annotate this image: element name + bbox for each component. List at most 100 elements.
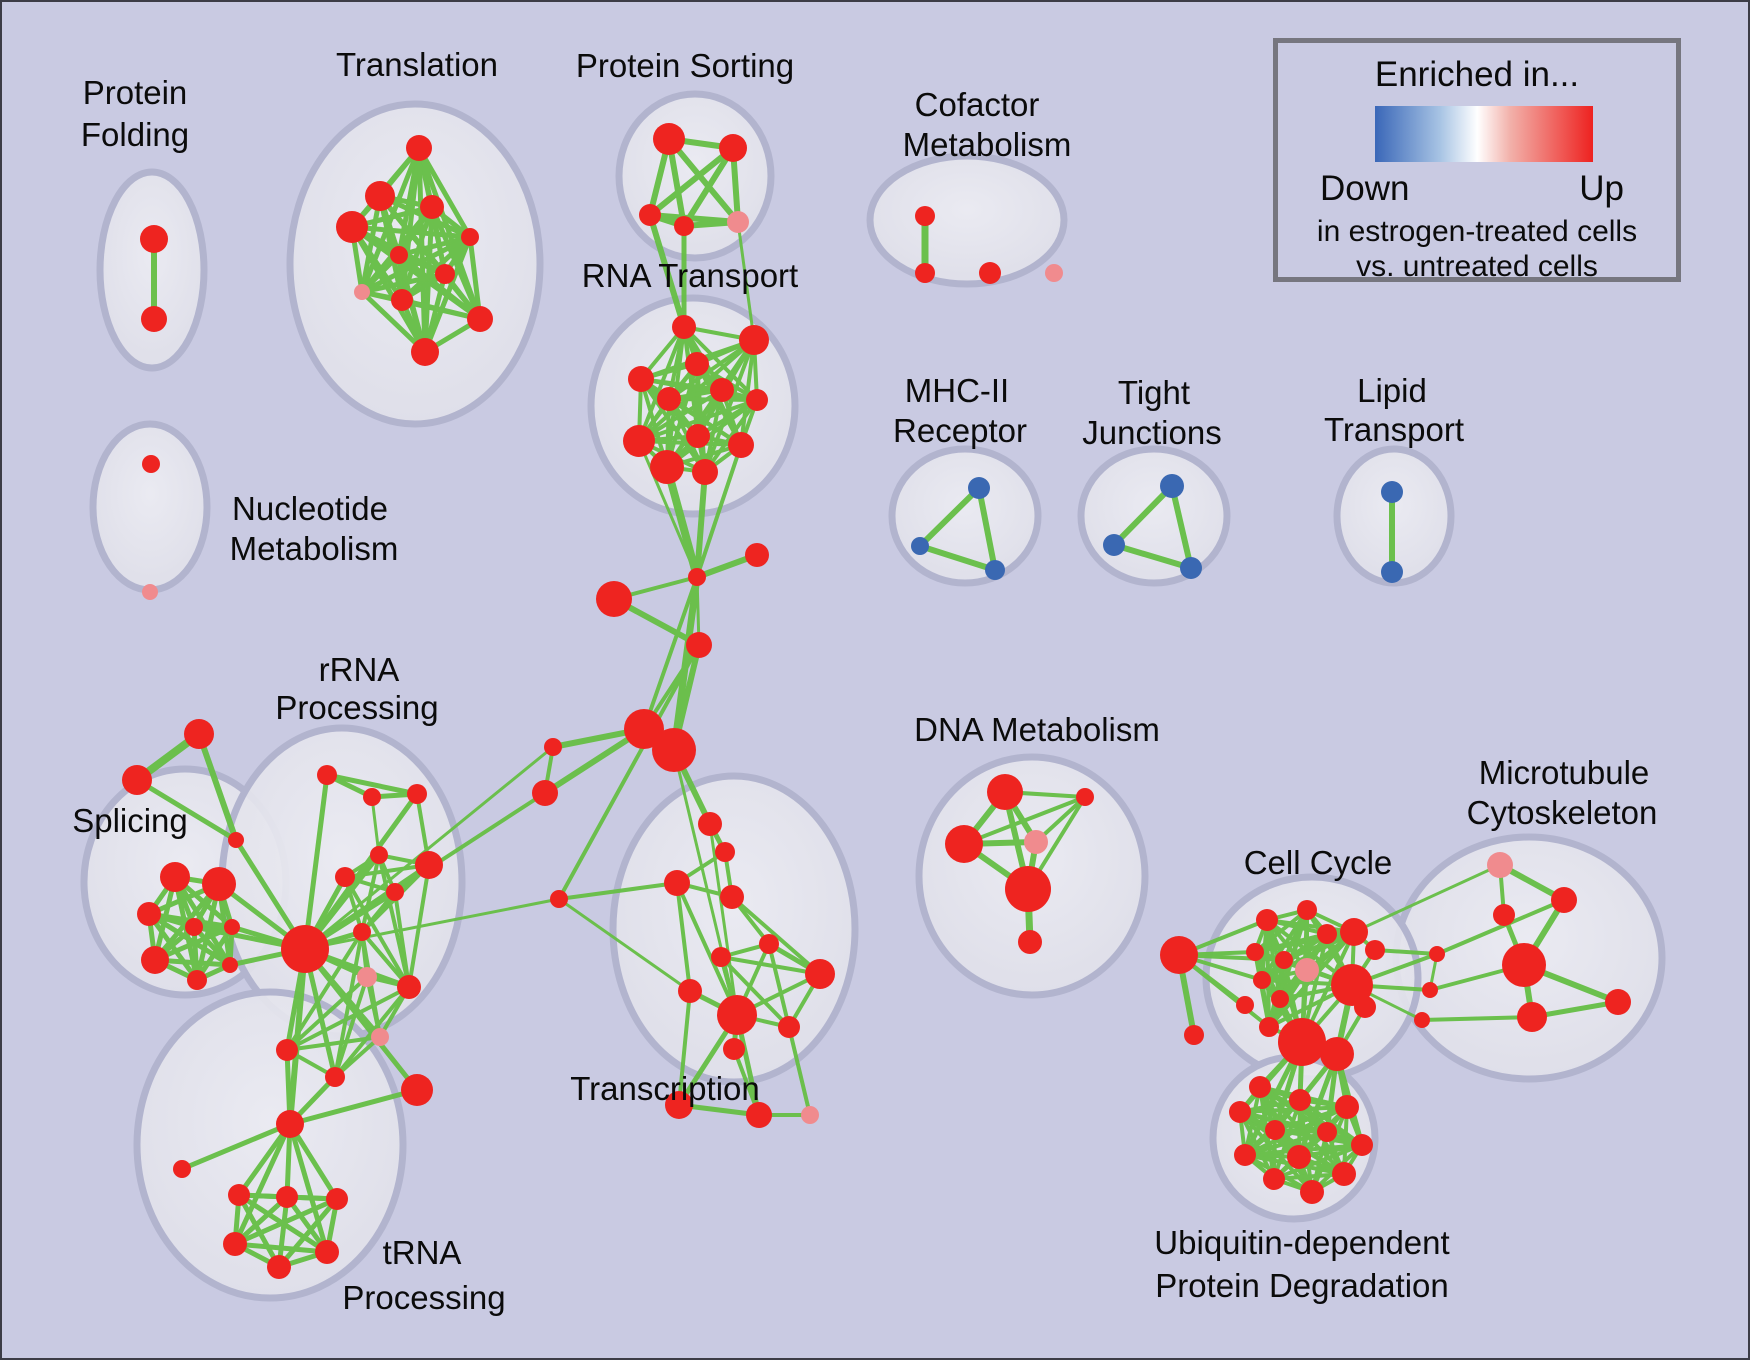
cluster-label-lipid-transport: Transport [1324, 411, 1464, 448]
gene-set-node-red [1253, 971, 1271, 989]
edge [719, 955, 791, 1029]
gene-set-node-red [281, 925, 329, 973]
gene-set-node-red [1234, 1144, 1256, 1166]
gene-set-node-red [276, 1110, 304, 1138]
edge [557, 897, 692, 993]
gene-set-node-red [987, 774, 1023, 810]
legend-down-label: Down [1320, 169, 1410, 208]
gene-set-node-red [1300, 1180, 1324, 1204]
cluster-ellipse-cofactor-metabolism [866, 152, 1068, 288]
edge [343, 875, 411, 989]
cluster-label-trna-processing: tRNA [383, 1234, 462, 1271]
edge [675, 881, 692, 993]
gene-set-node-red [223, 1232, 247, 1256]
gene-set-node-red [370, 846, 388, 864]
gene-set-node-red [390, 246, 408, 264]
gene-set-node-red [1332, 1162, 1356, 1186]
gene-set-node-red [624, 709, 664, 749]
gene-set-node-red [1249, 1076, 1271, 1098]
edge [146, 911, 233, 968]
edge [637, 439, 699, 579]
edge [1435, 898, 1566, 956]
gene-set-node-red [1320, 1037, 1354, 1071]
gene-set-node-red [276, 1186, 298, 1208]
gene-set-node-red [202, 867, 236, 901]
cluster-label-transcription: Transcription [570, 1070, 760, 1107]
edge [917, 485, 982, 549]
edge [1111, 542, 1194, 571]
edge [1296, 1051, 1340, 1160]
gene-set-node-red [979, 262, 1001, 284]
legend-subtitle-1: in estrogen-treated cells [1316, 215, 1638, 248]
edge [677, 989, 692, 1107]
gene-set-node-red [1354, 996, 1376, 1018]
edge [1260, 930, 1356, 982]
gene-set-node-red [224, 919, 240, 935]
cluster-label-ubiquitin-degradation: Protein Degradation [1155, 1267, 1449, 1304]
edge [647, 212, 687, 330]
gene-set-node-blue [1381, 481, 1403, 503]
legend-up-label: Up [1579, 169, 1624, 208]
cluster-ellipse-transcription [609, 772, 859, 1086]
gene-set-node-red [141, 306, 167, 332]
gene-set-node-red [1275, 951, 1293, 969]
edge [639, 377, 707, 474]
gene-set-node-red [746, 1102, 772, 1128]
cluster-label-lipid-transport: Lipid [1357, 372, 1427, 409]
cluster-label-splicing: Splicing [72, 802, 188, 839]
gene-set-node-red [411, 338, 439, 366]
gene-set-node-red [544, 738, 562, 756]
gene-set-node-red [325, 1067, 345, 1087]
edge [134, 777, 239, 843]
gene-set-node-pink [357, 967, 377, 987]
gene-set-node-pink [801, 1106, 819, 1124]
edge [359, 193, 383, 295]
cluster-label-mhc-ii-receptor: MHC-II [905, 372, 1009, 409]
gene-set-node-red [710, 378, 734, 402]
gene-set-node-red [141, 946, 169, 974]
gene-set-node-red [692, 459, 718, 485]
gene-set-node-red [739, 325, 769, 355]
edge [681, 145, 736, 229]
gene-set-node-red [365, 181, 395, 211]
edge [232, 1196, 340, 1247]
gene-set-node-red [401, 1074, 433, 1106]
cluster-label-nucleotide-metabolism: Metabolism [230, 530, 399, 567]
cluster-label-rrna-processing: Processing [275, 689, 438, 726]
gene-set-node-red [759, 934, 779, 954]
edge [637, 398, 759, 443]
gene-set-node-red [461, 228, 479, 246]
gene-set-node-red [187, 970, 207, 990]
gene-set-node-pink [354, 284, 370, 300]
gene-set-node-red [1551, 887, 1577, 913]
gene-set-node-pink [727, 211, 749, 233]
edge [349, 224, 428, 355]
edge [1253, 908, 1309, 954]
gene-set-node-pink [1045, 264, 1063, 282]
edge [287, 1087, 420, 1127]
gene-set-node-red [435, 264, 455, 284]
edge [557, 643, 701, 901]
edge [1352, 863, 1502, 934]
edge [1420, 1015, 1534, 1022]
edge [303, 897, 561, 951]
edge [287, 1121, 340, 1202]
gene-set-node-red [639, 204, 661, 226]
edge [324, 772, 420, 797]
gene-set-node-pink [142, 584, 158, 600]
gene-set-node-red [1351, 1134, 1373, 1156]
cluster-label-cofactor-metabolism: Cofactor [915, 86, 1040, 123]
cluster-label-cofactor-metabolism: Metabolism [903, 126, 1072, 163]
gene-set-node-red [267, 1255, 291, 1279]
gene-set-node-red [1493, 904, 1515, 926]
edge [396, 234, 473, 258]
gene-set-node-red [1422, 982, 1438, 998]
cluster-label-rna-transport: RNA Transport [582, 257, 798, 294]
gene-set-node-red [674, 216, 694, 236]
edge [232, 1121, 293, 1247]
gene-set-node-red [317, 765, 337, 785]
gene-set-node-red [160, 862, 190, 892]
cluster-ellipse-nucleotide-metabolism [89, 420, 211, 594]
gene-set-node-red [1335, 1095, 1359, 1119]
gene-set-node-blue [911, 537, 929, 555]
